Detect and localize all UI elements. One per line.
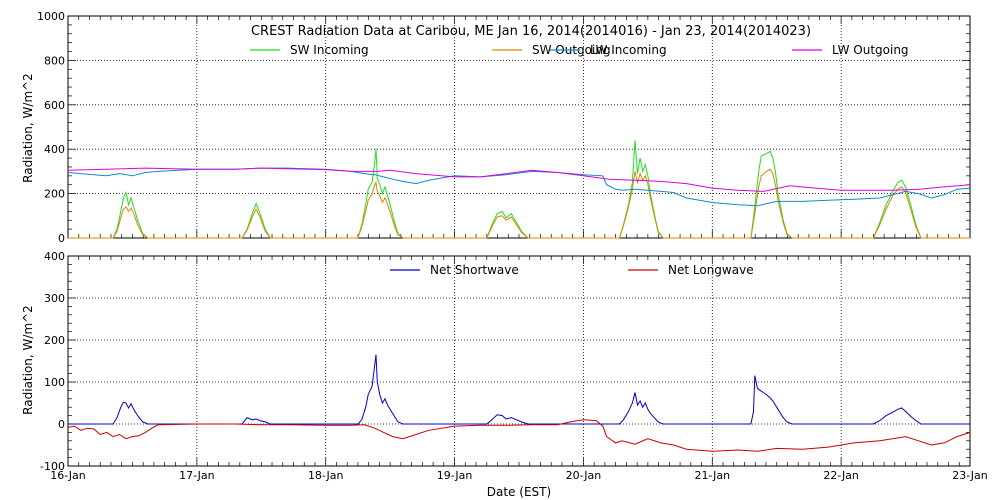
series-line-lw-incoming — [67, 167, 971, 207]
series-line-sw-outgoing — [68, 168, 970, 239]
x-tick-label: 19-Jan — [437, 469, 473, 482]
x-tick-label: 17-Jan — [179, 469, 215, 482]
x-tick-label: 23-Jan — [952, 469, 988, 482]
legend-label: Net Shortwave — [430, 263, 519, 277]
legend-label: Net Longwave — [668, 263, 754, 277]
series-line-net-longwave — [67, 419, 971, 452]
x-tick-label: 16-Jan — [50, 469, 86, 482]
x-tick-label: 21-Jan — [695, 469, 731, 482]
bottom-y-axis-label: Radiation, W/m^2 — [21, 305, 35, 415]
series-line-lw-outgoing — [67, 167, 971, 192]
top-y-axis-label: Radiation, W/m^2 — [21, 73, 35, 183]
y-tick-label: 800 — [44, 54, 65, 67]
legend-label: LW Outgoing — [832, 43, 909, 57]
y-tick-label: 0 — [58, 232, 65, 245]
plot-frame — [67, 255, 971, 467]
y-tick-label: 1000 — [37, 10, 65, 23]
y-tick-label: 200 — [44, 334, 65, 347]
chart-title: CREST Radiation Data at Caribou, ME Jan … — [251, 24, 811, 39]
bottom-panel: -100 0 100 200 300 400 Net Shortwave Net Longwa… — [40, 250, 988, 482]
y-tick-label: -100 — [40, 460, 65, 473]
y-tick-label: 100 — [44, 376, 65, 389]
y-tick-label: 400 — [44, 250, 65, 263]
y-tick-label: 0 — [58, 418, 65, 431]
x-axis-label: Date (EST) — [487, 485, 551, 499]
series-line-sw-incoming — [68, 140, 970, 239]
y-tick-label: 600 — [44, 99, 65, 112]
x-tick-label: 18-Jan — [308, 469, 344, 482]
y-tick-label: 300 — [44, 292, 65, 305]
x-tick-label: 20-Jan — [566, 469, 602, 482]
y-tick-label: 200 — [44, 188, 65, 201]
y-tick-label: 400 — [44, 143, 65, 156]
x-tick-label: 22-Jan — [823, 469, 859, 482]
legend-label: LW Incoming — [590, 43, 667, 57]
legend-label: SW Incoming — [290, 43, 369, 57]
series-line-net-shortwave — [68, 354, 970, 425]
